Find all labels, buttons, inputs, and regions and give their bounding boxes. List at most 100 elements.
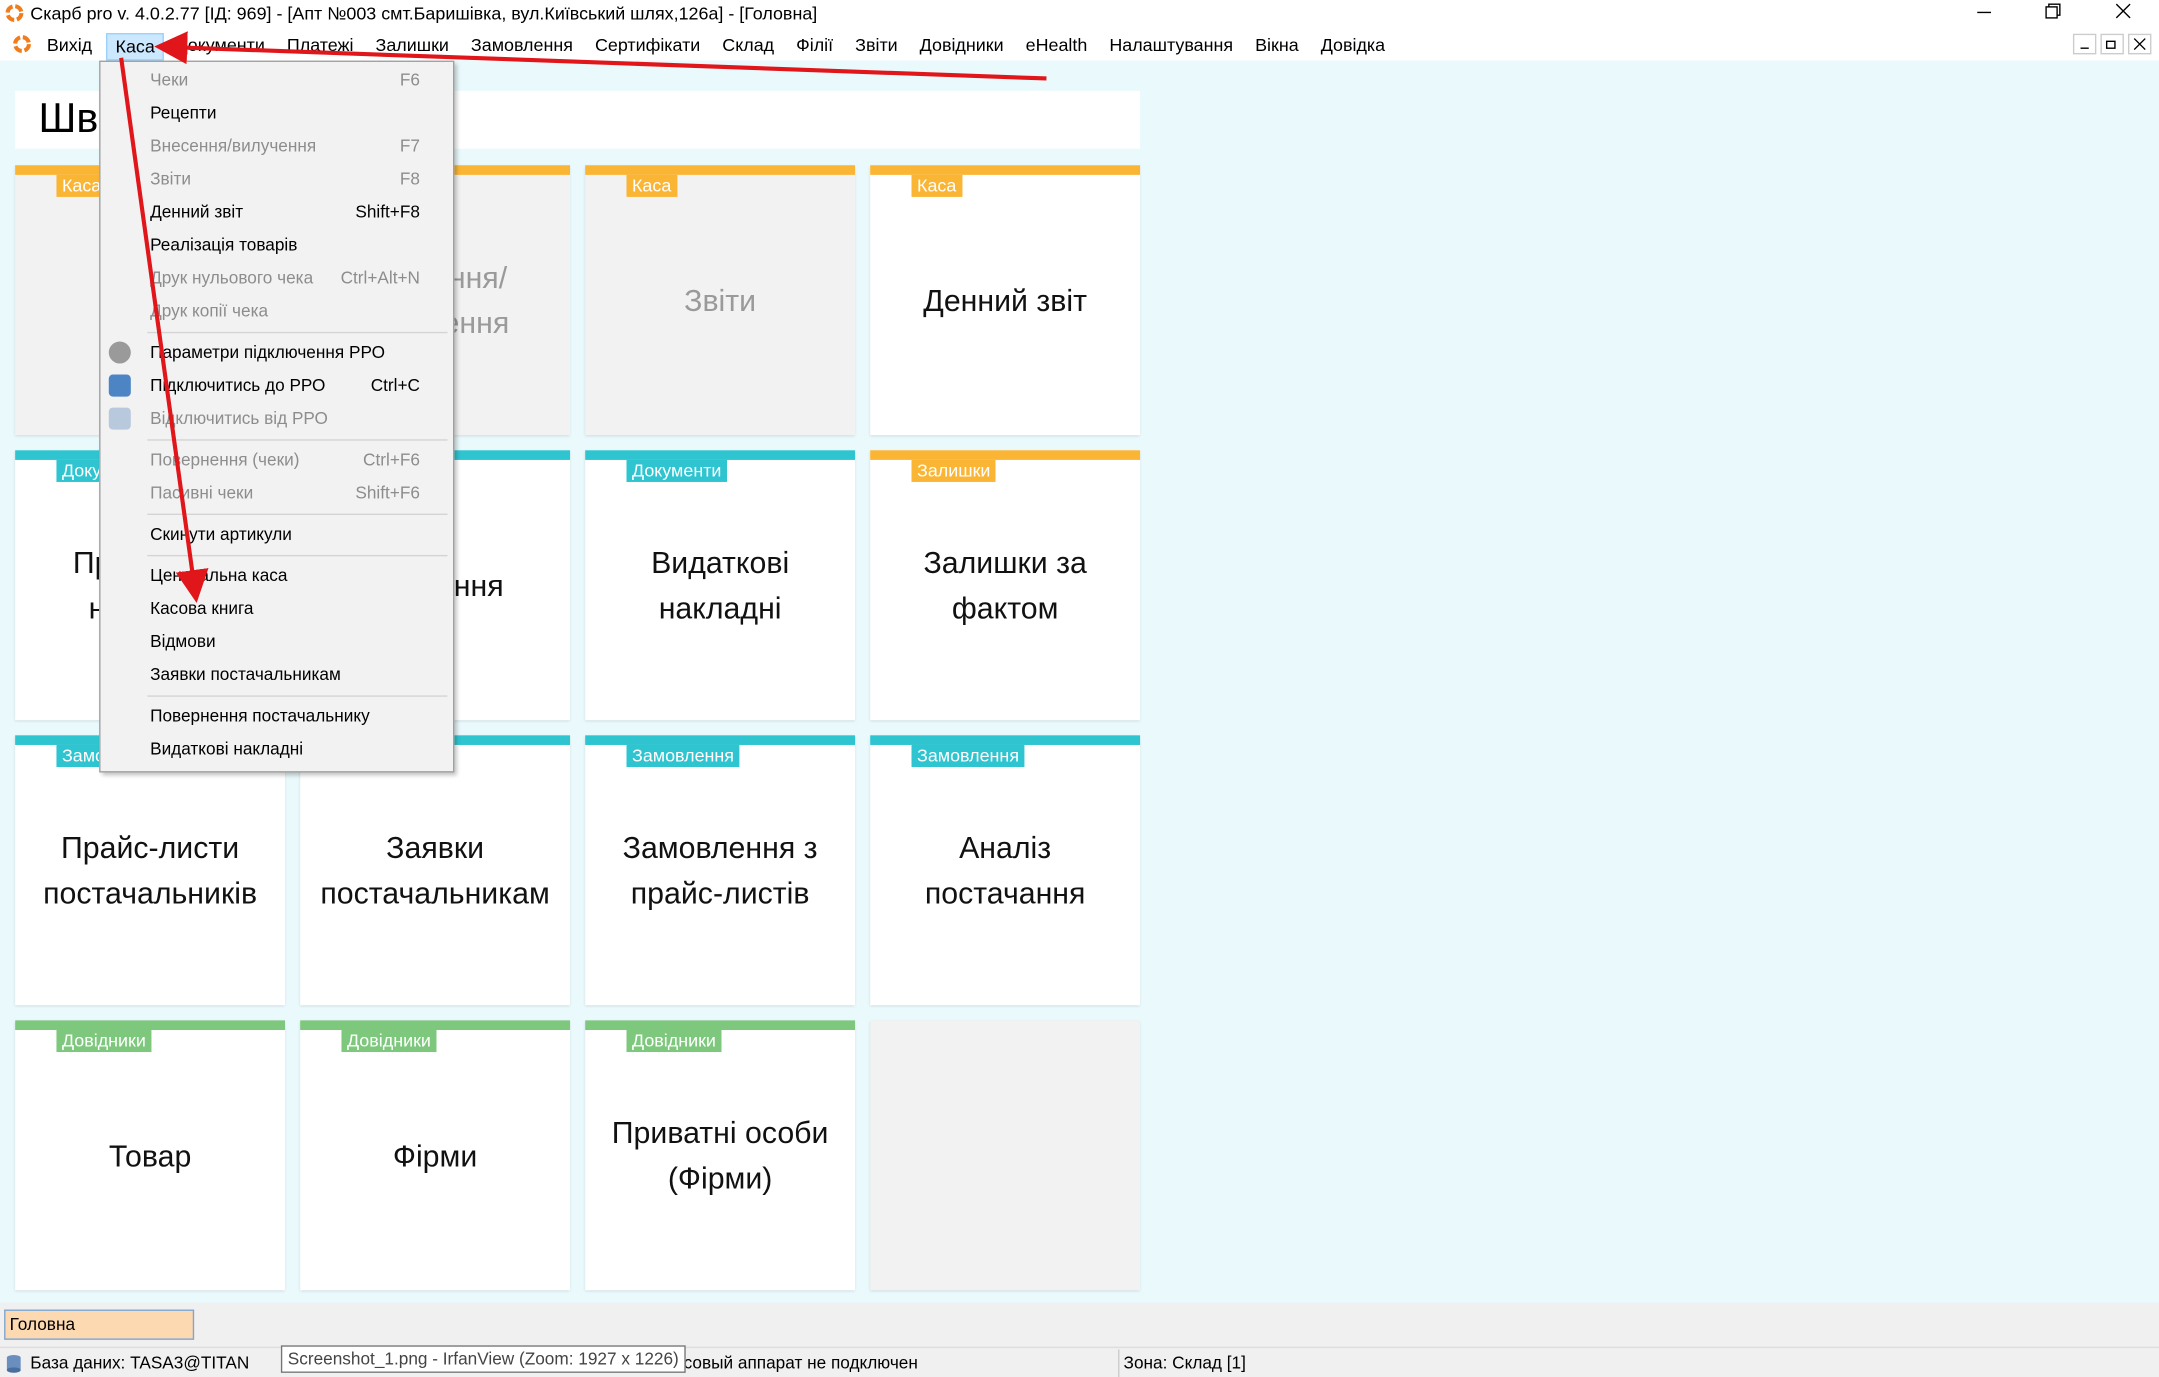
menu-option[interactable]: Повернення постачальнику — [101, 701, 453, 731]
menu-label: Відключитись від РРО — [150, 408, 328, 429]
menu-option[interactable]: Параметри підключення РРО — [101, 337, 453, 367]
menu-option: Друк копії чека — [101, 296, 453, 326]
menu-item[interactable]: Філії — [796, 34, 834, 56]
tab[interactable]: Головна — [4, 1309, 195, 1340]
tile[interactable]: Довідники Товар — [15, 1020, 286, 1291]
menu-item[interactable]: Сертифікати — [594, 34, 701, 56]
tile[interactable]: Каса Денний звіт — [870, 165, 1141, 436]
tile[interactable]: Довідники Приватні особи (Фірми) — [585, 1020, 856, 1291]
menu-icon — [108, 341, 131, 364]
menu-option: Повернення (чеки) Ctrl+F6 — [101, 445, 453, 475]
tile-stripe — [870, 450, 1141, 460]
tile-tag: Документи — [626, 459, 727, 482]
menu-item[interactable]: Звіти — [855, 34, 898, 56]
menu-separator — [147, 513, 448, 515]
menu-option[interactable]: Видаткові накладні — [101, 734, 453, 764]
tile-stripe — [15, 1020, 286, 1030]
tile-stripe — [585, 1020, 856, 1030]
menu-option: Звіти F8 — [101, 164, 453, 194]
tile-text: Аналіз постачання — [924, 830, 1086, 911]
tile[interactable]: Довідники Фірми — [300, 1020, 571, 1291]
menu-shortcut: Ctrl+C — [370, 375, 420, 396]
tile-text: Заявки постачальникам — [320, 830, 550, 911]
tile[interactable]: ЗамовленняПрайс-листи постачальників — [15, 735, 286, 1006]
window-controls[interactable] — [1955, 0, 2159, 28]
menu-item[interactable]: Залишки — [375, 34, 449, 56]
tile-stripe — [300, 1020, 571, 1030]
menu-item[interactable]: Замовлення — [470, 34, 573, 56]
tile-stripe — [870, 735, 1141, 745]
tile-text: Денний звіт — [923, 282, 1087, 318]
app-icon — [5, 4, 24, 23]
menu-option: Відключитись від РРО — [101, 403, 453, 433]
tile-text: Фірми — [392, 1138, 478, 1173]
tile[interactable]: Замовлення Аналіз постачання — [870, 735, 1141, 1006]
tile-text: Товар — [108, 1138, 192, 1173]
menu-item[interactable]: Вікна — [1255, 34, 1299, 56]
tile — [870, 1020, 1141, 1291]
tile-text: Замовлення з прайс-листів — [622, 830, 818, 911]
menu-shortcut: Shift+F8 — [355, 202, 420, 222]
tooltip: Screenshot_1.png - IrfanView (Zoom: 1927… — [280, 1345, 686, 1373]
menu-separator — [147, 439, 448, 441]
tile-tag: Каса — [911, 174, 962, 197]
menu-label: Пасивні чеки — [150, 483, 254, 503]
db-icon — [6, 1354, 21, 1373]
menu-item[interactable]: Налаштування — [1109, 34, 1234, 56]
menu-label: Видаткові накладні — [150, 739, 304, 759]
menu-option[interactable]: Реалізація товарів — [101, 230, 453, 260]
menu-shortcut: Ctrl+Alt+N — [340, 268, 420, 288]
tile-stripe — [585, 165, 856, 175]
menu-option: Чеки F6 — [101, 65, 453, 95]
menu-item[interactable]: Довідники — [919, 34, 1004, 56]
tile-tag: Довідники — [626, 1029, 722, 1053]
tile-text: Прайс-листи постачальників — [43, 830, 258, 911]
menu-item[interactable]: eHealth — [1025, 34, 1088, 56]
menu-label: Денний звіт — [150, 202, 244, 222]
menu-option: Друк нульового чека Ctrl+Alt+N — [101, 263, 453, 293]
menu-option[interactable]: Рецепти — [101, 98, 453, 128]
zone-status: Зона: Склад [1] — [1123, 1353, 1246, 1373]
tile-text: Залишки за фактом — [923, 545, 1087, 626]
menu-label: Заявки постачальникам — [150, 665, 341, 685]
menu-separator — [147, 331, 448, 334]
menu-label: Рецепти — [150, 103, 217, 123]
tile-tag: Довідники — [341, 1029, 437, 1053]
menu-label: Повернення постачальнику — [150, 706, 370, 726]
menu-option[interactable]: Денний звіт Shift+F8 — [101, 197, 453, 227]
register-status: Кассовый аппарат не подключен — [655, 1353, 918, 1373]
menu-option[interactable]: Підключитись до РРО Ctrl+C — [101, 370, 453, 400]
menu-shortcut: F6 — [399, 70, 420, 90]
menu-option[interactable]: Відмови — [101, 627, 453, 657]
tile-tag: Залишки — [911, 459, 996, 482]
menu-option[interactable]: Касова книга — [101, 593, 453, 623]
menu-option: Внесення/вилучення F7 — [101, 131, 453, 161]
menu-icon — [108, 407, 131, 430]
menu-item[interactable]: Довідка — [1320, 34, 1386, 56]
menu-shortcut: Ctrl+F6 — [363, 450, 420, 470]
menu-icon — [13, 35, 31, 54]
tile-tag: Замовлення — [626, 744, 740, 767]
menu-label: Підключитись до РРО — [150, 375, 326, 396]
menu-separator — [147, 554, 448, 557]
tile-stripe — [585, 735, 856, 745]
tile-text: Видаткові накладні — [651, 545, 790, 626]
tile[interactable]: Документи Видаткові накладні — [585, 450, 856, 721]
menu-option[interactable]: Заявки постачальникам — [101, 660, 453, 690]
tile[interactable]: Залишки Залишки за фактом — [870, 450, 1141, 721]
tile-tag: Каса — [56, 174, 107, 197]
menu-item[interactable]: Склад — [722, 34, 775, 56]
tile-tag: Замовлення — [911, 744, 1025, 767]
tile[interactable]: Замовлення Замовлення з прайс-листів — [585, 735, 856, 1006]
menu-label: Звіти — [150, 169, 191, 189]
db-status: База даних: TASA3@TITAN — [30, 1353, 250, 1373]
menu-shortcut: Shift+F6 — [355, 483, 420, 503]
menu-label: Касова книга — [150, 598, 254, 619]
menu-label: Параметри підключення РРО — [150, 342, 385, 363]
mdi-controls[interactable] — [2072, 33, 2155, 55]
menu-item[interactable]: Вихід — [46, 34, 93, 56]
tile-text: Звіти — [684, 282, 757, 318]
